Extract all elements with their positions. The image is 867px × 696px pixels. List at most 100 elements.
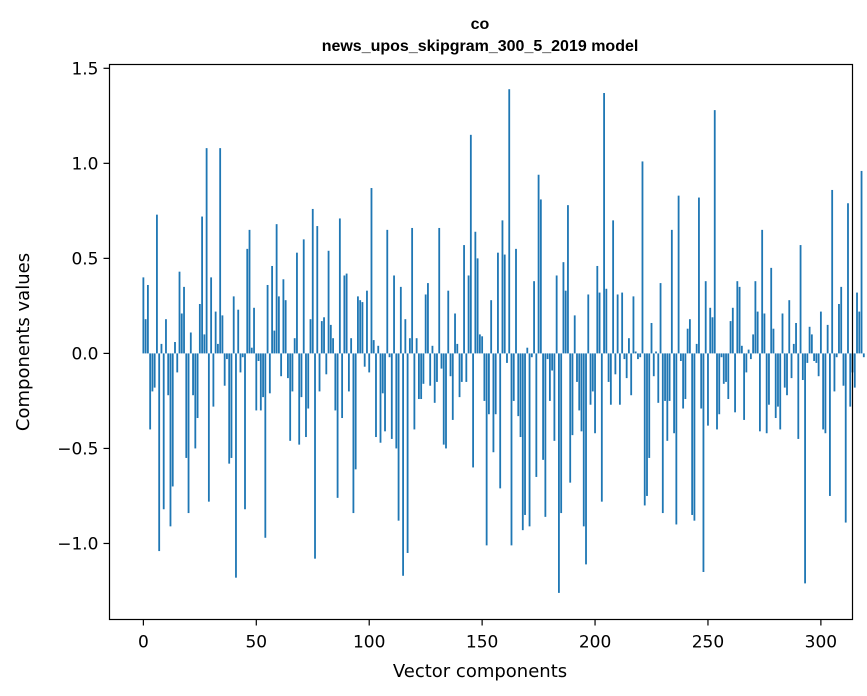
bar-43 — [239, 353, 242, 373]
bar-79 — [320, 321, 323, 354]
bar-140 — [458, 353, 461, 398]
bar-155 — [492, 353, 495, 453]
bar-175 — [537, 174, 540, 354]
bar-69 — [298, 353, 301, 445]
bar-318 — [860, 170, 863, 354]
bar-48 — [250, 347, 253, 354]
bar-233 — [668, 353, 671, 401]
bar-205 — [605, 288, 608, 354]
bar-18 — [183, 286, 185, 354]
bar-20 — [187, 353, 190, 514]
y-tick-label-3: 0.5 — [71, 249, 98, 269]
bar-154 — [490, 300, 493, 354]
bar-231 — [664, 353, 666, 401]
bar-142 — [463, 245, 465, 354]
bar-276 — [765, 353, 768, 434]
bar-234 — [670, 229, 673, 354]
y-tick-label-2: 0.0 — [71, 344, 98, 364]
bar-84 — [332, 338, 334, 354]
bar-159 — [501, 220, 504, 354]
x-tick-label-250: 250 — [692, 633, 724, 653]
bar-251 — [709, 307, 712, 354]
bar-196 — [585, 353, 587, 565]
bar-66 — [291, 353, 294, 392]
bar-278 — [770, 267, 773, 354]
bar-126 — [427, 283, 429, 354]
bar-316 — [856, 292, 858, 354]
bar-128 — [431, 345, 434, 354]
bar-104 — [377, 345, 380, 354]
bar-194 — [580, 353, 583, 432]
bar-218 — [634, 351, 637, 354]
bar-123 — [420, 353, 423, 400]
bar-219 — [637, 353, 639, 360]
bar-223 — [646, 353, 648, 496]
bar-61 — [280, 353, 283, 377]
bar-101 — [370, 188, 373, 354]
bar-87 — [338, 218, 341, 354]
bar-179 — [546, 353, 549, 360]
bar-181 — [551, 353, 554, 371]
bar-37 — [226, 353, 228, 360]
bar-186 — [562, 262, 565, 354]
bar-208 — [612, 220, 615, 354]
bar-284 — [783, 353, 786, 388]
bar-94 — [354, 353, 357, 470]
y-tick-label-4: 1.0 — [71, 154, 98, 174]
bar-70 — [300, 353, 303, 398]
bar-100 — [368, 353, 371, 373]
bar-255 — [718, 353, 721, 415]
bar-3 — [149, 353, 152, 430]
bar-114 — [399, 286, 402, 354]
bar-303 — [826, 324, 829, 354]
bar-259 — [727, 353, 730, 400]
bar-23 — [194, 353, 197, 449]
bar-54 — [264, 353, 267, 538]
bar-261 — [731, 307, 734, 354]
bar-288 — [792, 343, 795, 354]
bar-139 — [456, 343, 459, 354]
bar-111 — [393, 275, 395, 354]
bar-217 — [632, 296, 635, 354]
bar-225 — [650, 322, 653, 354]
bar-226 — [652, 353, 655, 377]
bar-46 — [246, 248, 249, 354]
x-tick-label-200: 200 — [579, 633, 611, 653]
bar-270 — [752, 334, 755, 354]
bar-184 — [558, 353, 560, 593]
bar-310 — [842, 353, 845, 386]
bar-297 — [813, 353, 816, 361]
bar-176 — [539, 199, 542, 354]
bar-246 — [698, 197, 700, 354]
bar-292 — [801, 353, 804, 381]
bar-119 — [411, 227, 414, 354]
x-axis-label: Vector components — [393, 661, 567, 682]
bar-143 — [465, 353, 468, 382]
bar-127 — [429, 353, 432, 386]
bar-224 — [648, 353, 651, 458]
bar-134 — [445, 353, 447, 449]
bar-49 — [253, 307, 255, 354]
bar-248 — [702, 353, 705, 572]
x-tick-label-150: 150 — [466, 633, 498, 653]
bar-152 — [485, 353, 488, 546]
bar-86 — [336, 353, 339, 498]
bar-4 — [151, 353, 154, 392]
bar-7 — [158, 353, 161, 552]
bar-171 — [528, 353, 531, 527]
bar-298 — [815, 353, 818, 363]
bar-96 — [359, 300, 362, 354]
bar-260 — [729, 321, 732, 354]
bar-71 — [302, 239, 305, 354]
bar-113 — [397, 353, 400, 521]
bar-57 — [271, 265, 274, 354]
bar-299 — [817, 353, 820, 377]
bar-305 — [831, 189, 834, 354]
bar-241 — [686, 328, 689, 354]
bar-157 — [497, 252, 499, 354]
bar-216 — [630, 353, 633, 396]
bar-106 — [381, 353, 384, 394]
bar-300 — [819, 311, 822, 354]
bar-13 — [171, 353, 174, 487]
bar-254 — [716, 353, 718, 430]
